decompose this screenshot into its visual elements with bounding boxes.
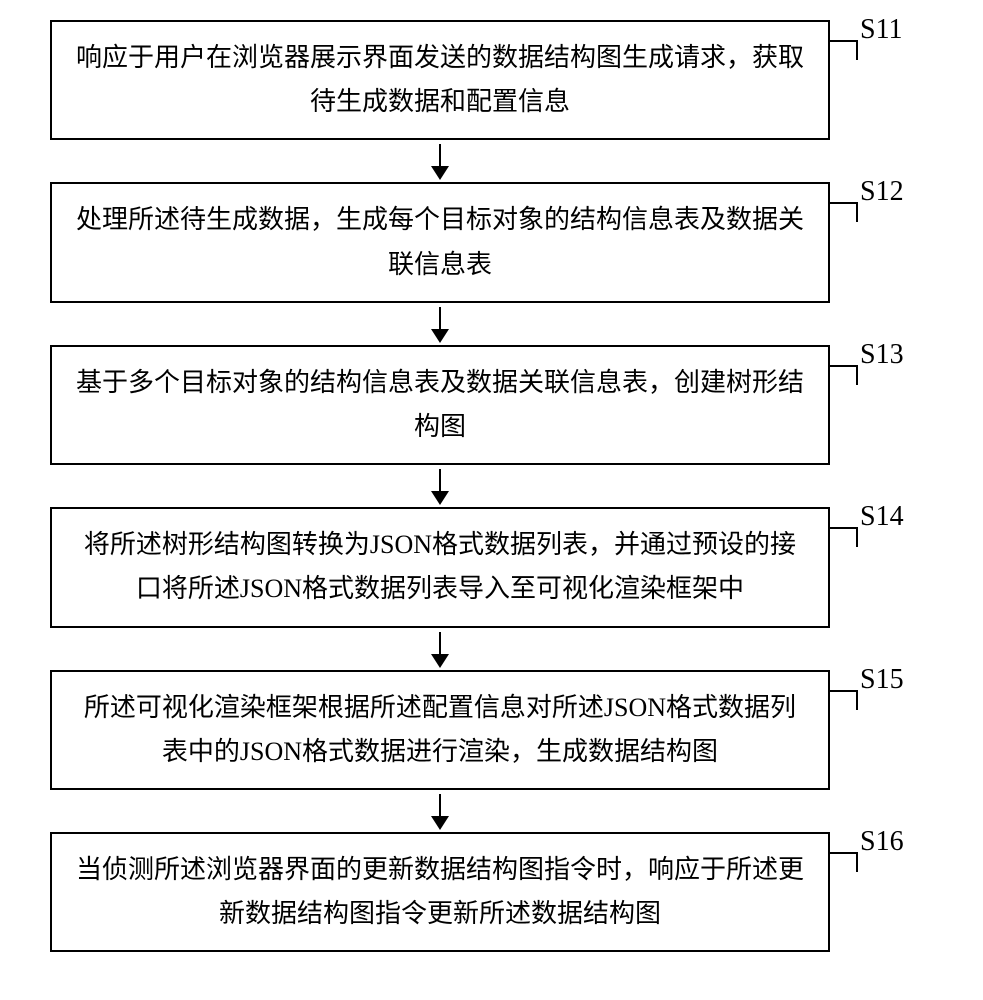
step-label-s13: S13 xyxy=(860,339,904,371)
label-connector xyxy=(830,40,858,60)
step-text: 所述可视化渲染框架根据所述配置信息对所述JSON格式数据列表中的JSON格式数据… xyxy=(72,686,808,774)
step-row-s12: 处理所述待生成数据，生成每个目标对象的结构信息表及数据关联信息表 S12 xyxy=(50,182,930,302)
step-text: 处理所述待生成数据，生成每个目标对象的结构信息表及数据关联信息表 xyxy=(72,198,808,286)
step-row-s13: 基于多个目标对象的结构信息表及数据关联信息表，创建树形结构图 S13 xyxy=(50,345,930,465)
step-row-s14: 将所述树形结构图转换为JSON格式数据列表，并通过预设的接口将所述JSON格式数… xyxy=(50,507,930,627)
label-connector xyxy=(830,527,858,547)
label-connector xyxy=(830,365,858,385)
flowchart-container: 响应于用户在浏览器展示界面发送的数据结构图生成请求，获取待生成数据和配置信息 S… xyxy=(50,20,930,952)
step-row-s11: 响应于用户在浏览器展示界面发送的数据结构图生成请求，获取待生成数据和配置信息 S… xyxy=(50,20,930,140)
step-row-s16: 当侦测所述浏览器界面的更新数据结构图指令时，响应于所述更新数据结构图指令更新所述… xyxy=(50,832,930,952)
step-label-s16: S16 xyxy=(860,826,904,858)
step-box-s15: 所述可视化渲染框架根据所述配置信息对所述JSON格式数据列表中的JSON格式数据… xyxy=(50,670,830,790)
label-connector xyxy=(830,690,858,710)
step-box-s13: 基于多个目标对象的结构信息表及数据关联信息表，创建树形结构图 xyxy=(50,345,830,465)
arrow-s15-s16 xyxy=(439,794,442,828)
step-label-s12: S12 xyxy=(860,176,904,208)
label-connector xyxy=(830,202,858,222)
step-text: 当侦测所述浏览器界面的更新数据结构图指令时，响应于所述更新数据结构图指令更新所述… xyxy=(72,848,808,936)
step-box-s16: 当侦测所述浏览器界面的更新数据结构图指令时，响应于所述更新数据结构图指令更新所述… xyxy=(50,832,830,952)
step-box-s12: 处理所述待生成数据，生成每个目标对象的结构信息表及数据关联信息表 xyxy=(50,182,830,302)
step-text: 将所述树形结构图转换为JSON格式数据列表，并通过预设的接口将所述JSON格式数… xyxy=(72,523,808,611)
arrow-s13-s14 xyxy=(439,469,442,503)
step-row-s15: 所述可视化渲染框架根据所述配置信息对所述JSON格式数据列表中的JSON格式数据… xyxy=(50,670,930,790)
step-text: 基于多个目标对象的结构信息表及数据关联信息表，创建树形结构图 xyxy=(72,361,808,449)
step-label-s15: S15 xyxy=(860,664,904,696)
step-label-s11: S11 xyxy=(860,14,903,46)
step-text: 响应于用户在浏览器展示界面发送的数据结构图生成请求，获取待生成数据和配置信息 xyxy=(72,36,808,124)
step-box-s14: 将所述树形结构图转换为JSON格式数据列表，并通过预设的接口将所述JSON格式数… xyxy=(50,507,830,627)
label-connector xyxy=(830,852,858,872)
step-box-s11: 响应于用户在浏览器展示界面发送的数据结构图生成请求，获取待生成数据和配置信息 xyxy=(50,20,830,140)
step-label-s14: S14 xyxy=(860,501,904,533)
arrow-s14-s15 xyxy=(439,632,442,666)
arrow-s12-s13 xyxy=(439,307,442,341)
arrow-s11-s12 xyxy=(439,144,442,178)
